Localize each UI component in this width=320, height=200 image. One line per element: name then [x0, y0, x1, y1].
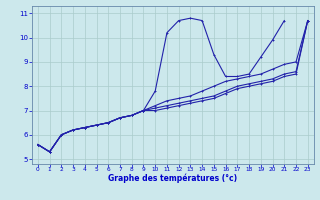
- X-axis label: Graphe des températures (°c): Graphe des températures (°c): [108, 174, 237, 183]
